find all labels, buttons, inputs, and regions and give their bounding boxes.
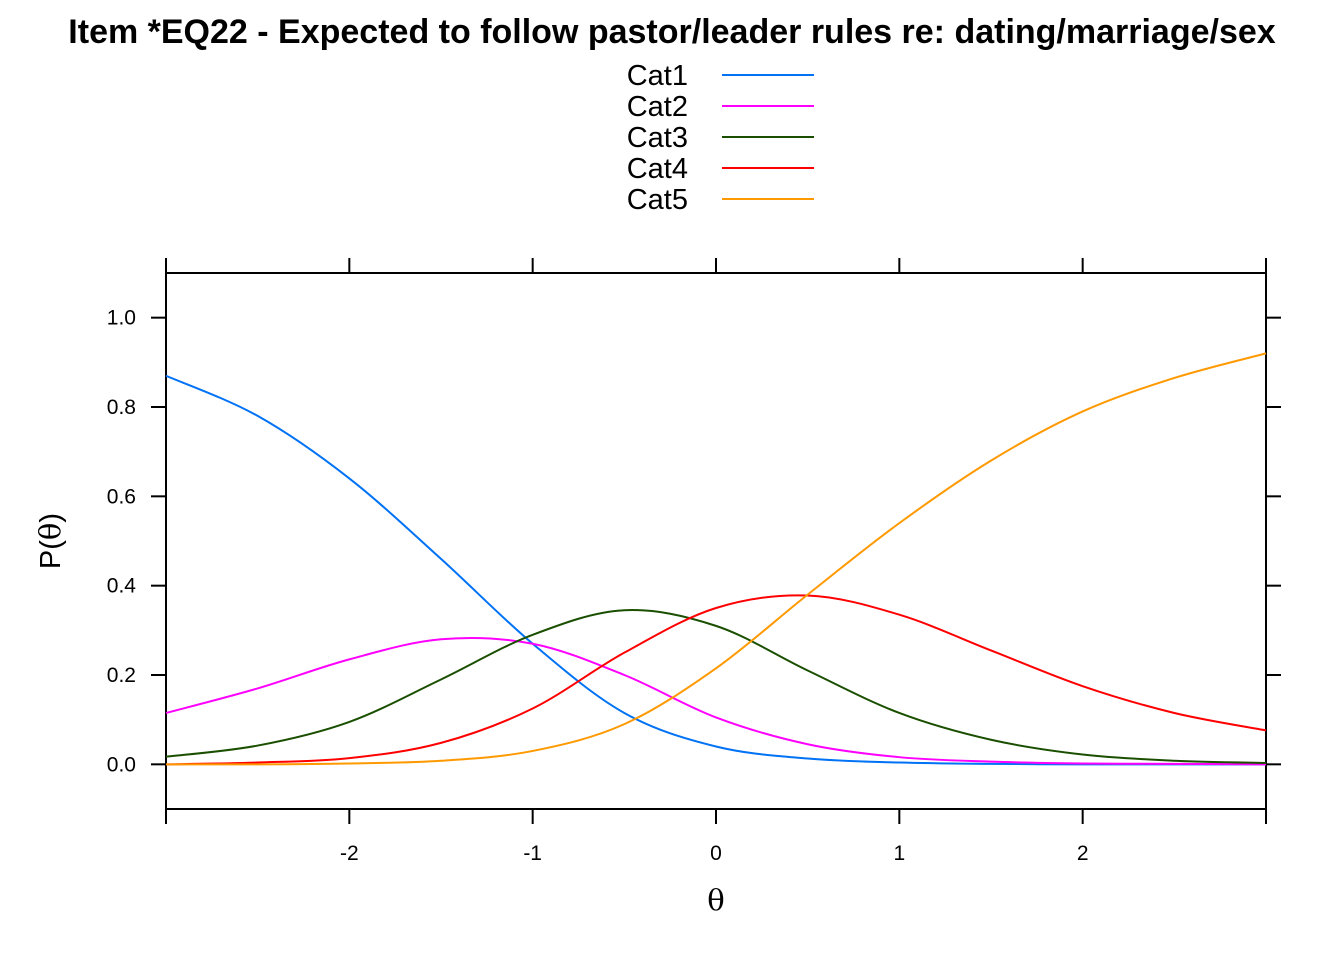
y-axis: 0.0 0.2 0.4 0.6 0.8 1.0 [107, 307, 1281, 776]
x-tick-label: 2 [1077, 842, 1089, 865]
y-axis-label-suffix: ) [35, 513, 67, 523]
series-line-cat5 [165, 352, 1267, 766]
legend-label-cat4: Cat4 [627, 153, 688, 185]
x-tick-label: -2 [340, 842, 359, 865]
legend-label-cat2: Cat2 [627, 91, 688, 123]
y-tick-label: 0.8 [107, 396, 136, 419]
y-axis-label-prefix: P( [35, 540, 67, 569]
series-line-cat3 [165, 609, 1267, 764]
x-tick-label: 0 [710, 842, 722, 865]
plot-area: -2 -1 0 1 2 0.0 0.2 0.4 0.6 0.8 1.0 [107, 258, 1281, 865]
legend-label-cat5: Cat5 [627, 184, 688, 216]
y-axis-label-symbol: θ [33, 523, 67, 540]
y-tick-label: 0.2 [107, 664, 136, 687]
y-tick-label: 0.6 [107, 485, 136, 508]
chart-title: Item *EQ22 - Expected to follow pastor/l… [68, 13, 1275, 51]
x-tick-label: -1 [523, 842, 542, 865]
y-tick-label: 0.0 [107, 753, 136, 776]
series-line-cat4 [165, 594, 1267, 766]
legend-label-cat1: Cat1 [627, 60, 688, 92]
x-tick-label: 1 [893, 842, 905, 865]
series-curves [165, 352, 1267, 766]
y-tick-label: 0.4 [107, 575, 137, 598]
y-tick-label: 1.0 [107, 307, 136, 330]
x-axis-label: θ [707, 883, 724, 917]
series-line-cat1 [165, 374, 1266, 766]
y-axis-label: P(θ) [33, 513, 67, 569]
series-line-cat2 [165, 636, 1267, 766]
legend-label-cat3: Cat3 [627, 122, 688, 154]
x-axis: -2 -1 0 1 2 [165, 258, 1267, 865]
